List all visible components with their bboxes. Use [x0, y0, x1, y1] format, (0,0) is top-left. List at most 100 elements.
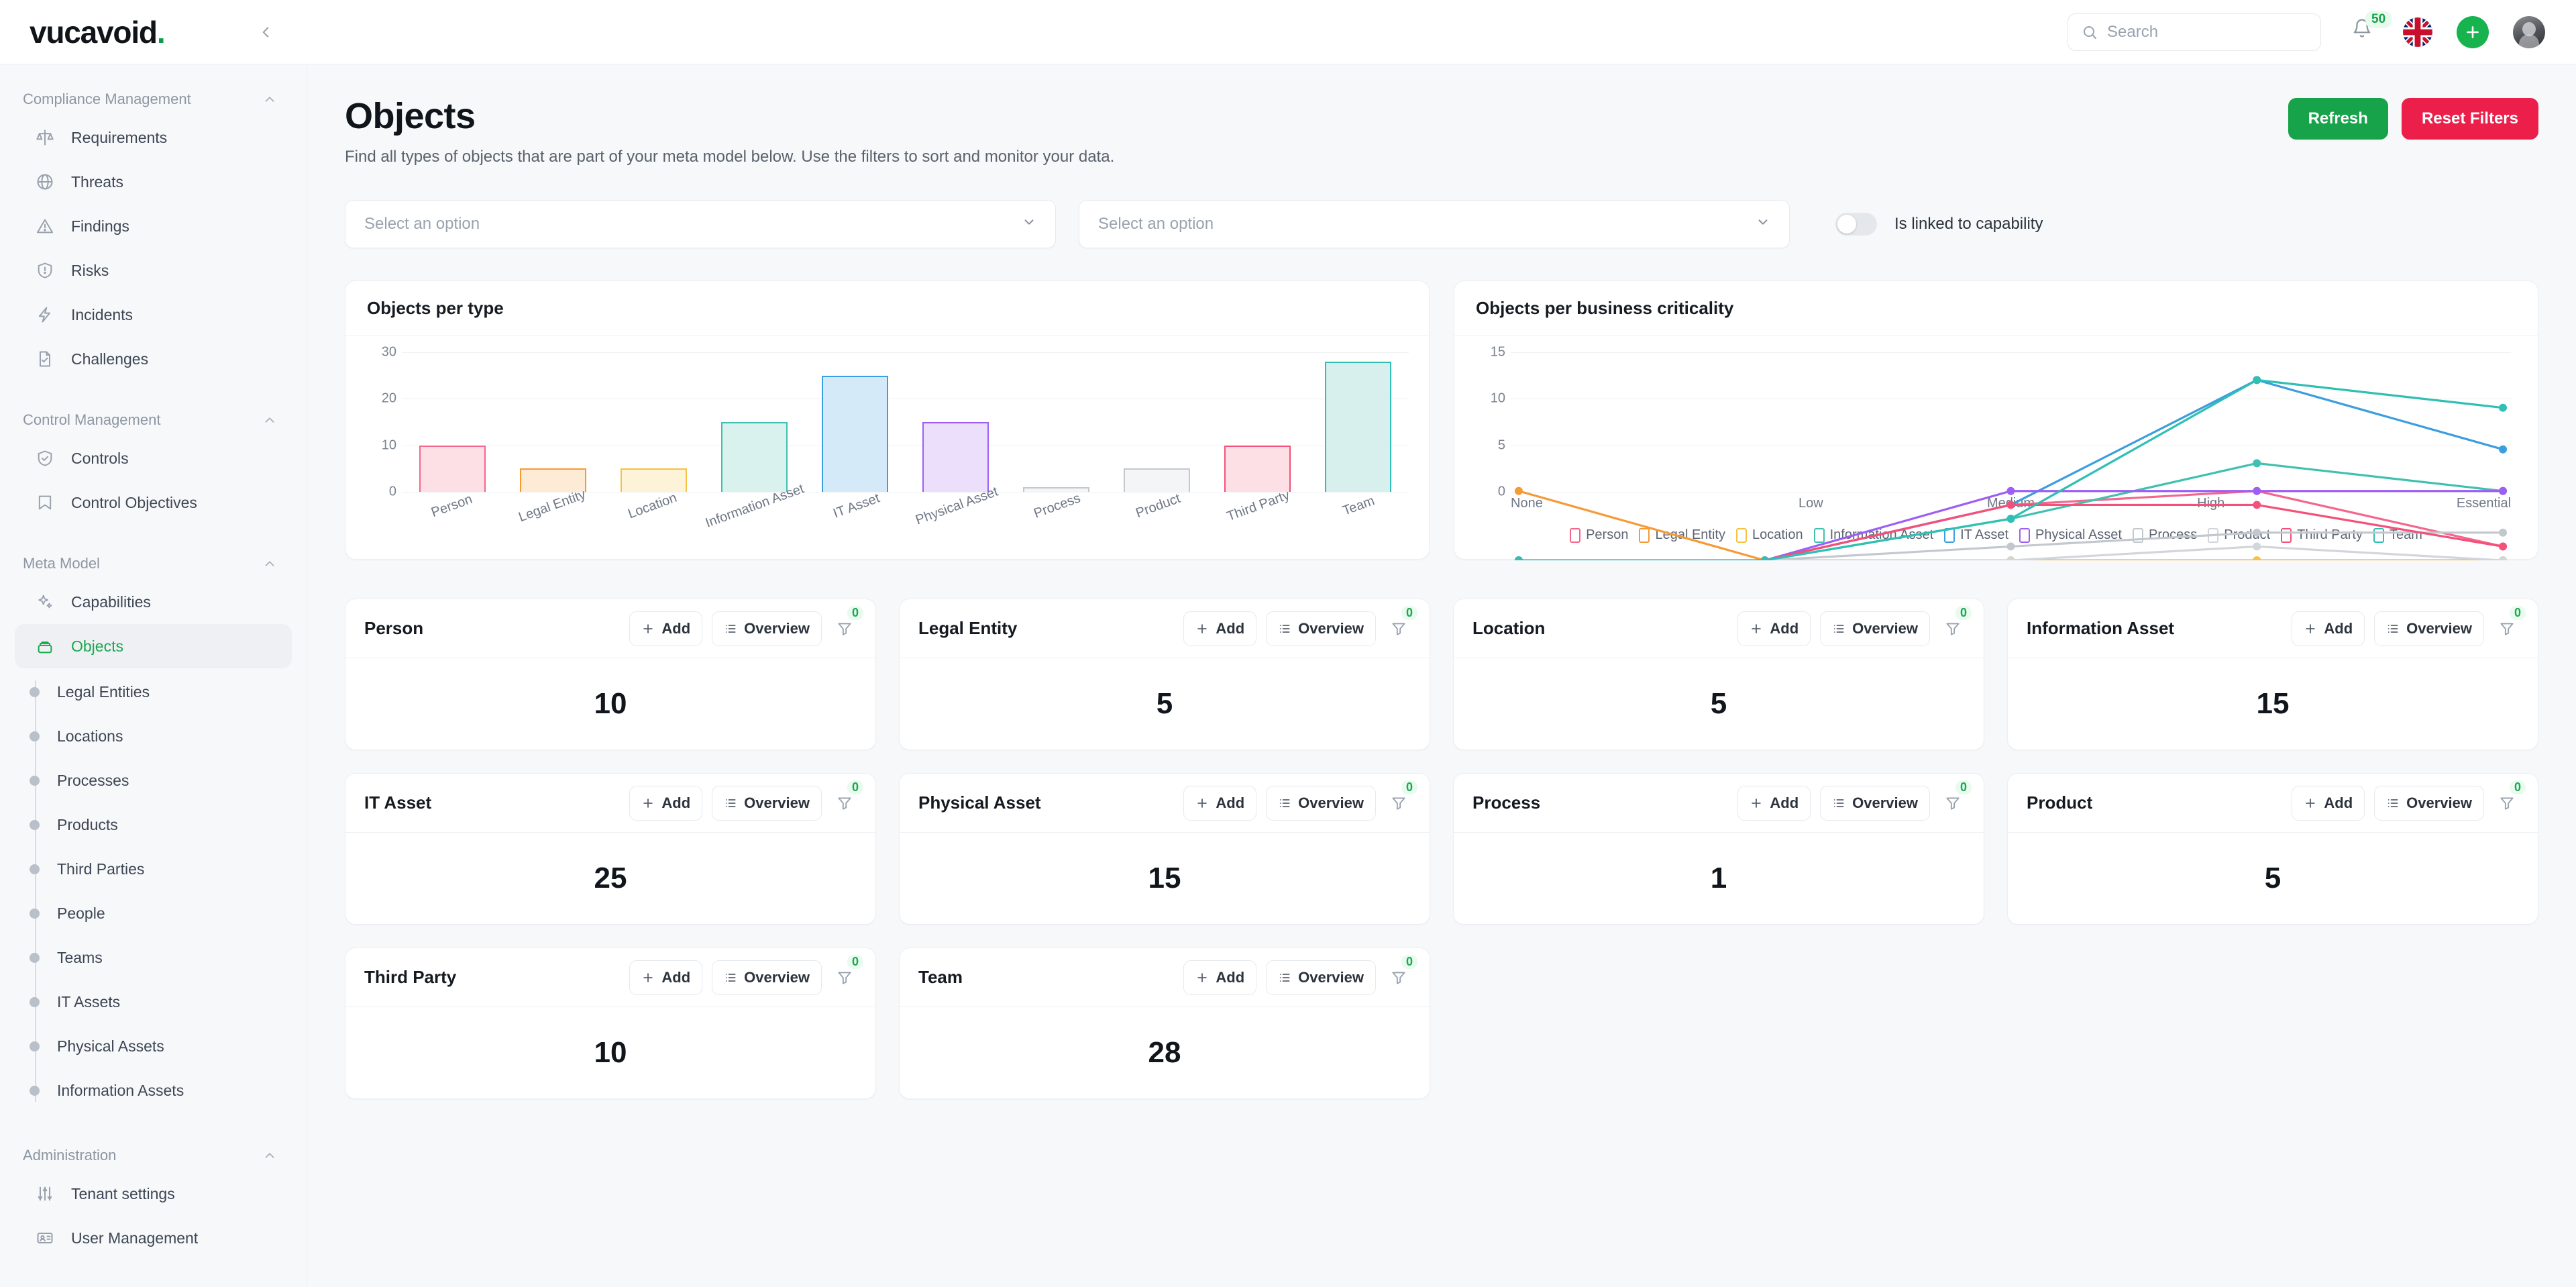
add-button[interactable]: Add: [1183, 611, 1257, 646]
bar[interactable]: [1124, 468, 1191, 492]
sidebar-item-controls[interactable]: Controls: [15, 436, 292, 480]
sidebar-item-products[interactable]: Products: [0, 803, 307, 847]
sidebar-item-tenant-settings[interactable]: Tenant settings: [15, 1172, 292, 1216]
sidebar-item-challenges[interactable]: Challenges: [15, 337, 292, 381]
filter-button[interactable]: 0: [831, 954, 863, 992]
line-data-point[interactable]: [2253, 542, 2261, 551]
line-series-path[interactable]: [1519, 491, 2503, 560]
is-linked-to-capability-toggle[interactable]: [1835, 213, 1877, 236]
filter-button[interactable]: 0: [1939, 780, 1972, 818]
line-data-point[interactable]: [2499, 445, 2508, 454]
notifications-button[interactable]: 50: [2352, 10, 2392, 47]
legend-item[interactable]: Third Party: [2281, 527, 2363, 543]
overview-button[interactable]: Overview: [1266, 960, 1376, 995]
add-button[interactable]: Add: [2292, 611, 2365, 646]
bar[interactable]: [720, 422, 788, 492]
sidebar-item-threats[interactable]: Threats: [15, 160, 292, 204]
sidebar-item-user-management[interactable]: User Management: [15, 1216, 292, 1260]
app-logo[interactable]: vucavoid.: [30, 14, 166, 50]
sidebar-item-control-objectives[interactable]: Control Objectives: [15, 480, 292, 525]
bar[interactable]: [419, 445, 486, 492]
filter-button[interactable]: 0: [2493, 605, 2526, 644]
sidebar-item-information-assets[interactable]: Information Assets: [0, 1068, 307, 1113]
add-button[interactable]: Add: [1737, 611, 1811, 646]
legend-item[interactable]: Person: [1570, 527, 1628, 543]
reset-filters-button[interactable]: Reset Filters: [2401, 98, 2538, 140]
line-series-path[interactable]: [1519, 546, 2503, 560]
sidebar-item-objects[interactable]: Objects: [15, 624, 292, 668]
line-data-point[interactable]: [1760, 556, 1769, 561]
line-data-point[interactable]: [2499, 556, 2508, 561]
sidebar-item-legal-entities[interactable]: Legal Entities: [0, 670, 307, 714]
overview-button[interactable]: Overview: [1266, 785, 1376, 821]
add-button[interactable]: Add: [1183, 960, 1257, 995]
line-data-point[interactable]: [2499, 486, 2508, 495]
sidebar-item-teams[interactable]: Teams: [0, 935, 307, 980]
line-data-point[interactable]: [2253, 556, 2261, 561]
line-data-point[interactable]: [1514, 486, 1523, 495]
filter-select-one[interactable]: Select an option: [345, 200, 1056, 248]
filter-button[interactable]: 0: [1939, 605, 1972, 644]
sidebar-group-control-management[interactable]: Control Management: [0, 404, 307, 436]
uk-flag-icon[interactable]: [2403, 17, 2432, 47]
add-button[interactable]: Add: [2292, 785, 2365, 821]
bar[interactable]: [1023, 487, 1090, 492]
filter-button[interactable]: 0: [1385, 780, 1417, 818]
search-input[interactable]: Search: [2068, 13, 2321, 51]
overview-button[interactable]: Overview: [2374, 785, 2484, 821]
line-data-point[interactable]: [2253, 486, 2261, 495]
overview-button[interactable]: Overview: [712, 611, 822, 646]
line-data-point[interactable]: [2006, 542, 2015, 551]
bar[interactable]: [821, 375, 888, 492]
filter-button[interactable]: 0: [831, 605, 863, 644]
sidebar-item-locations[interactable]: Locations: [0, 714, 307, 758]
overview-button[interactable]: Overview: [1266, 611, 1376, 646]
add-button[interactable]: Add: [629, 785, 703, 821]
bar[interactable]: [620, 468, 687, 492]
overview-button[interactable]: Overview: [712, 785, 822, 821]
sidebar-item-it-assets[interactable]: IT Assets: [0, 980, 307, 1024]
filter-button[interactable]: 0: [2493, 780, 2526, 818]
line-data-point[interactable]: [2006, 515, 2015, 523]
add-button[interactable]: Add: [1183, 785, 1257, 821]
sidebar-group-compliance-management[interactable]: Compliance Management: [0, 83, 307, 115]
legend-item[interactable]: Location: [1735, 527, 1803, 543]
filter-select-two[interactable]: Select an option: [1079, 200, 1790, 248]
avatar[interactable]: [2513, 15, 2545, 48]
sidebar-group-administration[interactable]: Administration: [0, 1139, 307, 1172]
line-data-point[interactable]: [2499, 403, 2508, 412]
sidebar-item-processes[interactable]: Processes: [0, 758, 307, 803]
line-data-point[interactable]: [2499, 528, 2508, 537]
sidebar-item-people[interactable]: People: [0, 891, 307, 935]
line-data-point[interactable]: [2253, 376, 2261, 384]
filter-button[interactable]: 0: [831, 780, 863, 818]
line-data-point[interactable]: [1514, 556, 1523, 561]
line-data-point[interactable]: [2253, 528, 2261, 537]
line-data-point[interactable]: [2006, 556, 2015, 561]
sidebar-item-third-parties[interactable]: Third Parties: [0, 847, 307, 891]
overview-button[interactable]: Overview: [2374, 611, 2484, 646]
bar[interactable]: [1224, 445, 1291, 492]
line-data-point[interactable]: [2499, 542, 2508, 551]
bar[interactable]: [1325, 361, 1392, 492]
add-button[interactable]: Add: [1737, 785, 1811, 821]
line-data-point[interactable]: [2253, 501, 2261, 509]
sidebar-group-meta-model[interactable]: Meta Model: [0, 548, 307, 580]
add-button[interactable]: Add: [629, 960, 703, 995]
sidebar-item-requirements[interactable]: Requirements: [15, 115, 292, 160]
overview-button[interactable]: Overview: [1820, 611, 1930, 646]
filter-button[interactable]: 0: [1385, 605, 1417, 644]
sidebar-item-capabilities[interactable]: Capabilities: [15, 580, 292, 624]
legend-item[interactable]: Legal Entity: [1639, 527, 1725, 543]
line-data-point[interactable]: [2006, 501, 2015, 509]
filter-button[interactable]: 0: [1385, 954, 1417, 992]
add-button[interactable]: [2457, 15, 2489, 48]
refresh-button[interactable]: Refresh: [2288, 98, 2388, 140]
sidebar-item-findings[interactable]: Findings: [15, 204, 292, 248]
sidebar-item-physical-assets[interactable]: Physical Assets: [0, 1024, 307, 1068]
line-data-point[interactable]: [2006, 486, 2015, 495]
overview-button[interactable]: Overview: [712, 960, 822, 995]
sidebar-item-incidents[interactable]: Incidents: [15, 293, 292, 337]
line-data-point[interactable]: [2253, 459, 2261, 468]
bar[interactable]: [519, 468, 586, 492]
